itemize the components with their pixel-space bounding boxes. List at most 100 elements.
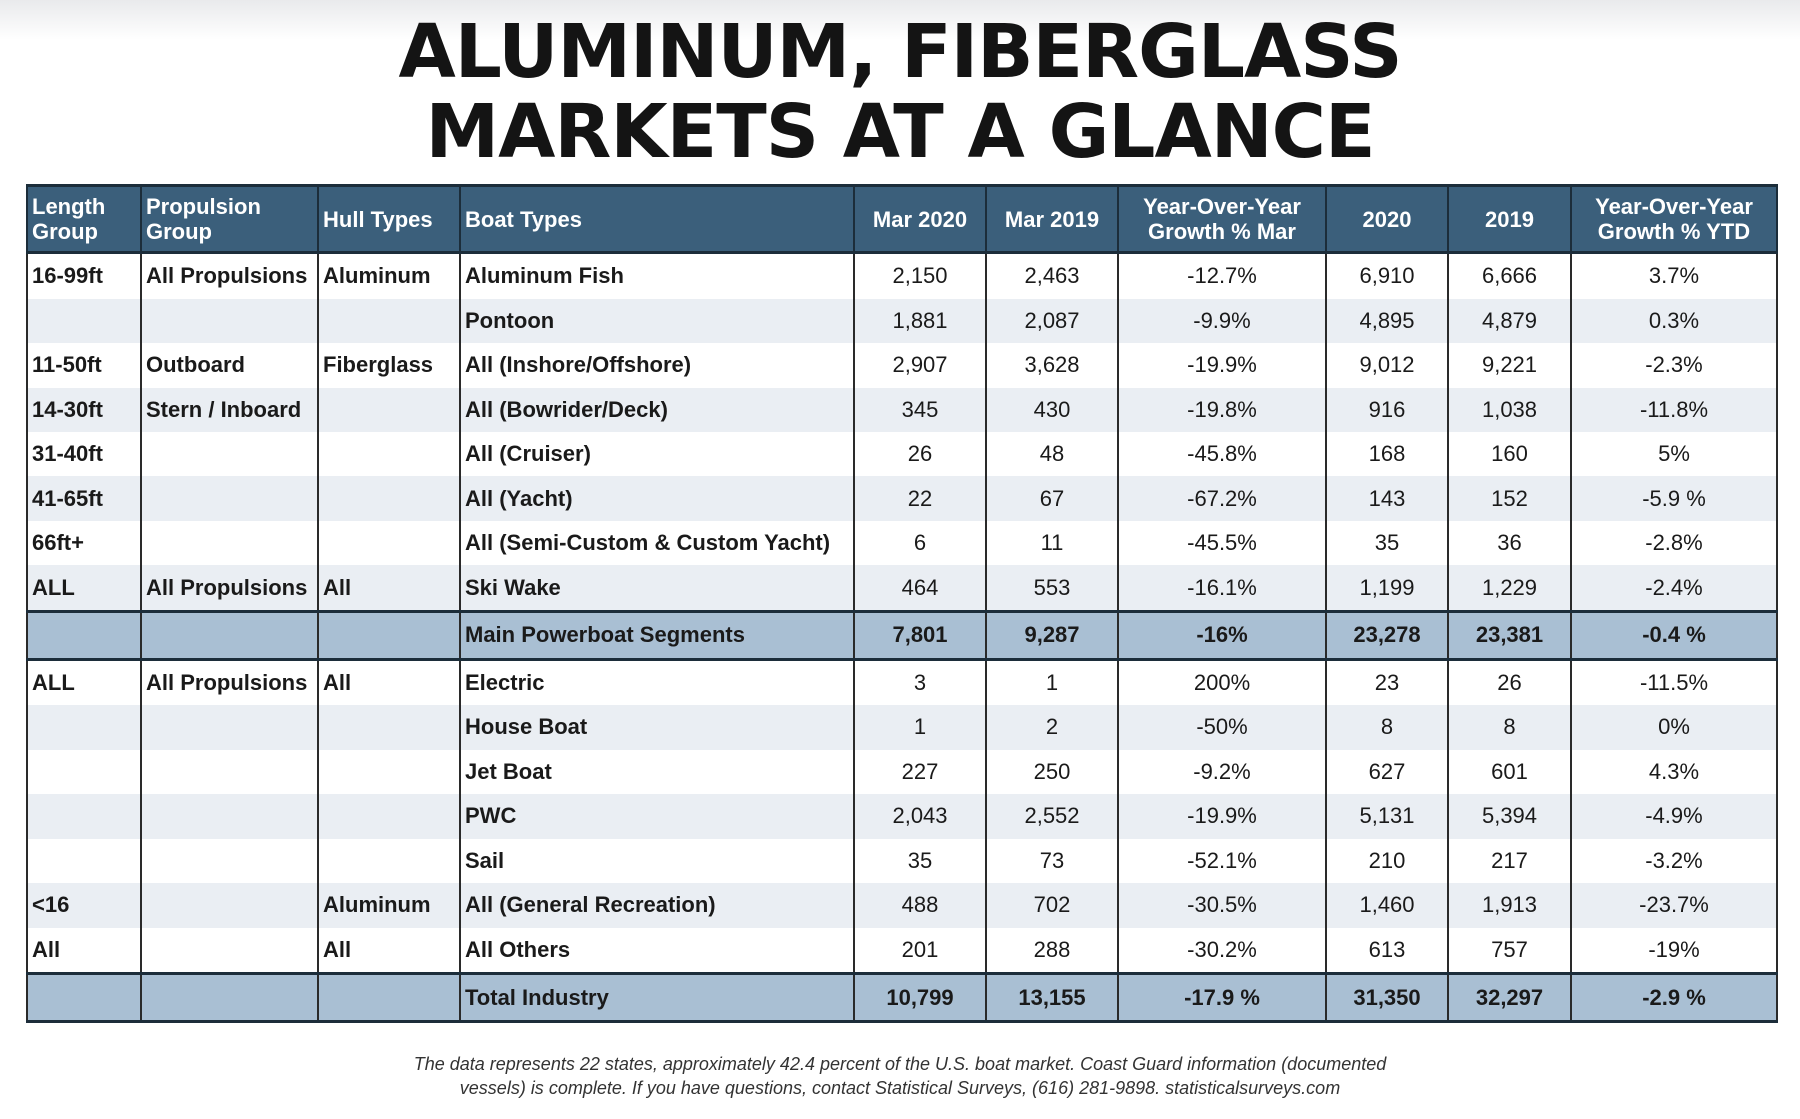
cell-mar-2020: 488 xyxy=(853,883,987,928)
table-row: 14-30ft Stern / Inboard All (Bowrider/Deck… xyxy=(26,387,1778,432)
cell-yoy-growth-mar: -45.8% xyxy=(1117,431,1327,477)
cell-mar-2020: 201 xyxy=(853,927,987,974)
cell-hull-type xyxy=(317,298,461,344)
footnote: The data represents 22 states, approxima… xyxy=(300,1052,1500,1100)
cell-yoy-growth-ytd: 0% xyxy=(1570,705,1778,750)
cell-mar-2020: 22 xyxy=(853,476,987,521)
cell-propulsion-group xyxy=(140,476,319,521)
cell-yoy-growth-ytd: -2.8% xyxy=(1570,520,1778,566)
cell-2020: 9,012 xyxy=(1325,343,1449,388)
title-line-2: MARKETS AT A GLANCE xyxy=(425,89,1375,175)
cell-boat-type: All (Cruiser) xyxy=(459,431,855,477)
cell-propulsion-group: All Propulsions xyxy=(140,252,319,299)
cell-length-group: 11-50ft xyxy=(26,343,142,388)
table-row: 66ft+ All (Semi-Custom & Custom Yacht) 6 11… xyxy=(26,520,1778,566)
cell-yoy-growth-mar: -30.2% xyxy=(1117,927,1327,974)
header-length-group: Length Group xyxy=(26,184,142,254)
cell-mar-2019: 9,287 xyxy=(985,609,1119,661)
cell-2019: 5,394 xyxy=(1447,794,1572,839)
cell-hull-type xyxy=(317,520,461,566)
cell-mar-2019: 2,087 xyxy=(985,298,1119,344)
cell-yoy-growth-mar: -17.9 % xyxy=(1117,972,1327,1023)
cell-2019: 217 xyxy=(1447,838,1572,884)
header-boat-types: Boat Types xyxy=(459,184,855,254)
cell-2019: 1,038 xyxy=(1447,387,1572,432)
cell-boat-type: All (General Recreation) xyxy=(459,883,855,928)
cell-hull-type xyxy=(317,838,461,884)
cell-mar-2020: 1 xyxy=(853,705,987,750)
cell-2020: 23 xyxy=(1325,659,1449,706)
cell-mar-2020: 7,801 xyxy=(853,609,987,661)
cell-yoy-growth-ytd: 3.7% xyxy=(1570,252,1778,299)
cell-boat-type: Aluminum Fish xyxy=(459,252,855,299)
cell-yoy-growth-ytd: -11.5% xyxy=(1570,659,1778,706)
cell-boat-type: Electric xyxy=(459,659,855,706)
table-row: Pontoon 1,881 2,087 -9.9% 4,895 4,879 0.3% xyxy=(26,298,1778,344)
cell-length-group xyxy=(26,972,142,1023)
cell-yoy-growth-ytd: -5.9 % xyxy=(1570,476,1778,521)
cell-yoy-growth-mar: -45.5% xyxy=(1117,520,1327,566)
cell-mar-2020: 464 xyxy=(853,565,987,612)
cell-yoy-growth-mar: -9.2% xyxy=(1117,749,1327,795)
header-2020: 2020 xyxy=(1325,184,1449,254)
cell-propulsion-group xyxy=(140,298,319,344)
cell-mar-2019: 2,552 xyxy=(985,794,1119,839)
cell-2020: 613 xyxy=(1325,927,1449,974)
table-row: ALL All Propulsions All Ski Wake 464 553 -16.1… xyxy=(26,565,1778,612)
cell-propulsion-group xyxy=(140,794,319,839)
cell-propulsion-group xyxy=(140,927,319,974)
footnote-line-2: vessels) is complete. If you have questi… xyxy=(459,1078,1341,1098)
cell-length-group xyxy=(26,705,142,750)
cell-mar-2019: 2,463 xyxy=(985,252,1119,299)
cell-yoy-growth-mar: -52.1% xyxy=(1117,838,1327,884)
cell-2019: 26 xyxy=(1447,659,1572,706)
cell-mar-2019: 67 xyxy=(985,476,1119,521)
cell-mar-2020: 227 xyxy=(853,749,987,795)
cell-mar-2019: 250 xyxy=(985,749,1119,795)
cell-yoy-growth-ytd: 4.3% xyxy=(1570,749,1778,795)
cell-yoy-growth-ytd: -0.4 % xyxy=(1570,609,1778,661)
cell-length-group: 66ft+ xyxy=(26,520,142,566)
cell-length-group: ALL xyxy=(26,659,142,706)
cell-mar-2020: 35 xyxy=(853,838,987,884)
cell-boat-type: All (Semi-Custom & Custom Yacht) xyxy=(459,520,855,566)
cell-2019: 601 xyxy=(1447,749,1572,795)
cell-length-group: ALL xyxy=(26,565,142,612)
cell-mar-2020: 3 xyxy=(853,659,987,706)
cell-hull-type xyxy=(317,794,461,839)
cell-boat-type: Pontoon xyxy=(459,298,855,344)
summary-row: Total Industry 10,799 13,155 -17.9 % 31,350 3… xyxy=(26,972,1778,1023)
cell-propulsion-group: All Propulsions xyxy=(140,659,319,706)
cell-2020: 4,895 xyxy=(1325,298,1449,344)
cell-yoy-growth-ytd: -2.3% xyxy=(1570,343,1778,388)
cell-length-group: All xyxy=(26,927,142,974)
cell-boat-type: Sail xyxy=(459,838,855,884)
table-row: All All All Others 201 288 -30.2% 613 757 -19% xyxy=(26,927,1778,974)
cell-boat-type: House Boat xyxy=(459,705,855,750)
cell-yoy-growth-ytd: -4.9% xyxy=(1570,794,1778,839)
cell-yoy-growth-mar: -50% xyxy=(1117,705,1327,750)
cell-propulsion-group xyxy=(140,705,319,750)
cell-hull-type: All xyxy=(317,659,461,706)
cell-boat-type: All (Inshore/Offshore) xyxy=(459,343,855,388)
cell-2020: 627 xyxy=(1325,749,1449,795)
cell-2020: 8 xyxy=(1325,705,1449,750)
cell-boat-type: Main Powerboat Segments xyxy=(459,609,855,661)
cell-yoy-growth-mar: 200% xyxy=(1117,659,1327,706)
cell-2020: 916 xyxy=(1325,387,1449,432)
cell-hull-type xyxy=(317,609,461,661)
cell-2019: 1,229 xyxy=(1447,565,1572,612)
cell-yoy-growth-mar: -12.7% xyxy=(1117,252,1327,299)
cell-yoy-growth-mar: -30.5% xyxy=(1117,883,1327,928)
table-row: Jet Boat 227 250 -9.2% 627 601 4.3% xyxy=(26,749,1778,795)
table-row: Sail 35 73 -52.1% 210 217 -3.2% xyxy=(26,838,1778,884)
cell-hull-type xyxy=(317,387,461,432)
cell-mar-2019: 2 xyxy=(985,705,1119,750)
cell-2020: 23,278 xyxy=(1325,609,1449,661)
cell-mar-2019: 553 xyxy=(985,565,1119,612)
cell-propulsion-group: All Propulsions xyxy=(140,565,319,612)
cell-2019: 152 xyxy=(1447,476,1572,521)
cell-2019: 32,297 xyxy=(1447,972,1572,1023)
cell-yoy-growth-ytd: -2.4% xyxy=(1570,565,1778,612)
cell-boat-type: All (Bowrider/Deck) xyxy=(459,387,855,432)
